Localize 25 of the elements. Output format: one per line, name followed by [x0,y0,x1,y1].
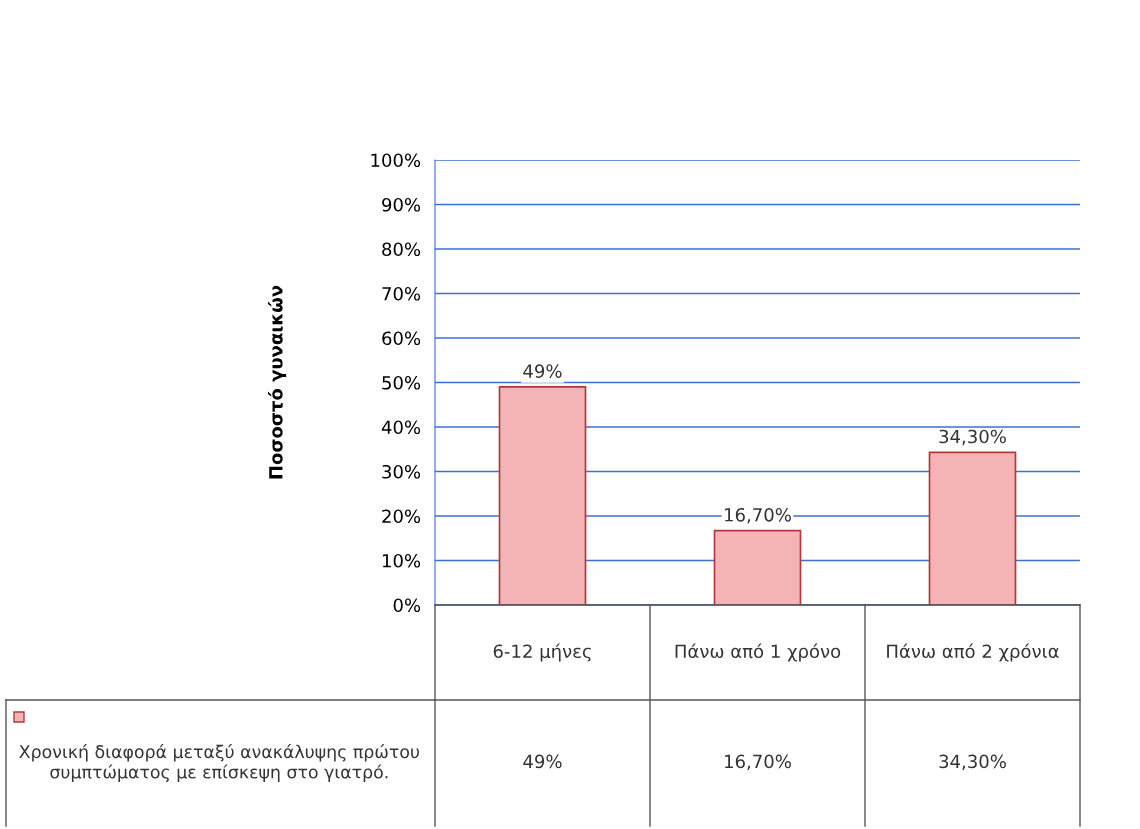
bar [498,386,587,605]
text: Χρονική διαφορά μεταξύ ανακάλυψης πρώτου συμπτώματος με επίσκεψη στο γιατρό. [19,744,419,782]
y-tick-label: 90% [382,197,421,212]
text: 49% [523,364,562,378]
y-tick-label: 10% [382,553,421,568]
data-label: 16,70% [725,754,791,771]
text: 16,70% [725,507,791,524]
y-axis-title: Ποσοστό γυναικών [267,285,287,479]
data-label: 34,30% [939,754,1006,771]
y-tick-label: 60% [382,331,421,346]
x-tick-label: 6-12 μήνες [493,643,591,662]
y-tick-label: 80% [382,242,421,257]
bar [928,451,1017,605]
bar [713,529,802,605]
y-tick-label: 100% [371,153,421,168]
x-tick-label: Πάνω από 1 χρόνο [675,643,841,662]
y-tick-label: 50% [382,375,421,390]
y-tick-label: 70% [382,286,421,301]
y-tick-label: 20% [382,509,421,524]
text: 34,30% [939,429,1006,446]
x-tick-label: Πάνω από 2 χρόνια [887,643,1059,662]
y-tick-label: 30% [382,464,421,479]
y-tick-label: 0% [393,598,421,613]
y-tick-label: 40% [381,420,421,435]
data-label: 49% [523,754,562,769]
